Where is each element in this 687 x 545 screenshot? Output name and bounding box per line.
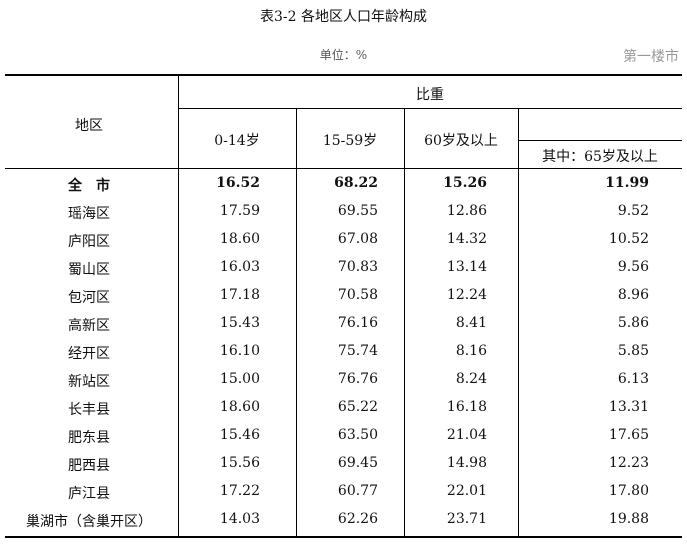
value-cell: 8.96 <box>617 287 649 303</box>
value-cell: 9.56 <box>617 259 649 275</box>
table-row: 全 市 16.52 68.22 15.26 11.99 <box>0 170 687 198</box>
value-cell: 63.50 <box>337 427 378 443</box>
value-cell: 76.16 <box>337 315 378 331</box>
watermark: 第一楼市 <box>623 49 679 65</box>
bottom-rule <box>5 536 682 538</box>
value-cell: 8.41 <box>455 315 487 331</box>
top-rule <box>5 74 682 76</box>
region-name: 肥西县 <box>68 458 110 474</box>
value-cell: 13.31 <box>608 399 649 415</box>
col-line <box>518 108 519 536</box>
value-cell: 69.55 <box>337 203 378 219</box>
table-row: 瑶海区 17.59 69.55 12.86 9.52 <box>0 198 687 226</box>
value-cell: 16.10 <box>219 343 260 359</box>
value-cell: 62.26 <box>337 511 378 527</box>
value-cell: 17.65 <box>608 427 649 443</box>
value-cell: 6.13 <box>617 371 649 387</box>
value-cell: 75.74 <box>337 343 378 359</box>
value-cell: 15.26 <box>443 175 487 191</box>
value-cell: 65.22 <box>337 399 378 415</box>
header-divider <box>178 108 682 109</box>
value-cell: 22.01 <box>446 483 487 499</box>
value-cell: 8.16 <box>455 343 487 359</box>
value-cell: 19.88 <box>608 511 649 527</box>
value-cell: 23.71 <box>446 511 487 527</box>
table-row: 蜀山区 16.03 70.83 13.14 9.56 <box>0 254 687 282</box>
value-cell: 69.45 <box>337 455 378 471</box>
region-name: 全 市 <box>68 178 110 194</box>
col-line <box>404 108 405 536</box>
value-cell: 15.43 <box>219 315 260 331</box>
value-cell: 60.77 <box>337 483 378 499</box>
sub-header-box-top <box>518 140 682 141</box>
value-cell: 15.56 <box>219 455 260 471</box>
value-cell: 18.60 <box>219 399 260 415</box>
unit-label: 单位：% <box>319 48 368 62</box>
value-cell: 67.08 <box>337 231 378 247</box>
value-cell: 11.99 <box>605 175 649 191</box>
table-row: 巢湖市（含巢开区） 14.03 62.26 23.71 19.88 <box>0 506 687 534</box>
value-cell: 14.03 <box>219 511 260 527</box>
value-cell: 70.83 <box>337 259 378 275</box>
table-row: 经开区 16.10 75.74 8.16 5.85 <box>0 338 687 366</box>
value-cell: 76.76 <box>337 371 378 387</box>
value-cell: 16.03 <box>219 259 260 275</box>
value-cell: 12.24 <box>446 287 487 303</box>
value-cell: 12.86 <box>446 203 487 219</box>
value-cell: 9.52 <box>617 203 649 219</box>
region-name: 高新区 <box>68 318 110 334</box>
region-name: 长丰县 <box>68 402 110 418</box>
table-row: 长丰县 18.60 65.22 16.18 13.31 <box>0 394 687 422</box>
region-name: 经开区 <box>68 346 110 362</box>
table-row: 肥东县 15.46 63.50 21.04 17.65 <box>0 422 687 450</box>
table-row: 庐阳区 18.60 67.08 14.32 10.52 <box>0 226 687 254</box>
table-row: 新站区 15.00 76.76 8.24 6.13 <box>0 366 687 394</box>
value-cell: 13.14 <box>446 259 487 275</box>
table-row: 高新区 15.43 76.16 8.41 5.86 <box>0 310 687 338</box>
value-cell: 5.86 <box>617 315 649 331</box>
value-cell: 14.98 <box>446 455 487 471</box>
region-name: 庐阳区 <box>68 234 110 250</box>
header-60-plus: 60岁及以上 <box>424 133 498 149</box>
region-name: 包河区 <box>68 290 110 306</box>
value-cell: 21.04 <box>446 427 487 443</box>
region-name: 庐江县 <box>68 486 110 502</box>
table-row: 肥西县 15.56 69.45 14.98 12.23 <box>0 450 687 478</box>
col-line <box>296 108 297 536</box>
value-cell: 17.22 <box>219 483 260 499</box>
table-row: 包河区 17.18 70.58 12.24 8.96 <box>0 282 687 310</box>
value-cell: 70.58 <box>337 287 378 303</box>
value-cell: 68.22 <box>334 175 378 191</box>
value-cell: 14.32 <box>446 231 487 247</box>
region-name: 巢湖市（含巢开区） <box>26 514 152 530</box>
header-0-14: 0-14岁 <box>214 133 260 149</box>
value-cell: 5.85 <box>617 343 649 359</box>
region-name: 新站区 <box>68 374 110 390</box>
table-row: 庐江县 17.22 60.77 22.01 17.80 <box>0 478 687 506</box>
region-name: 肥东县 <box>68 430 110 446</box>
header-region: 地区 <box>75 118 103 134</box>
value-cell: 16.18 <box>446 399 487 415</box>
region-name: 蜀山区 <box>68 262 110 278</box>
region-name: 瑶海区 <box>68 206 110 222</box>
value-cell: 18.60 <box>219 231 260 247</box>
value-cell: 15.00 <box>219 371 260 387</box>
header-65-plus: 其中：65岁及以上 <box>542 149 658 165</box>
value-cell: 8.24 <box>455 371 487 387</box>
value-cell: 15.46 <box>219 427 260 443</box>
header-weight: 比重 <box>416 87 444 103</box>
value-cell: 17.80 <box>608 483 649 499</box>
value-cell: 17.18 <box>219 287 260 303</box>
col-line <box>178 75 179 536</box>
header-bottom-rule <box>5 168 682 169</box>
value-cell: 17.59 <box>219 203 260 219</box>
value-cell: 10.52 <box>608 231 649 247</box>
value-cell: 12.23 <box>608 455 649 471</box>
header-15-59: 15-59岁 <box>322 133 378 149</box>
value-cell: 16.52 <box>216 175 260 191</box>
table-title: 表3-2 各地区人口年龄构成 <box>260 9 427 25</box>
